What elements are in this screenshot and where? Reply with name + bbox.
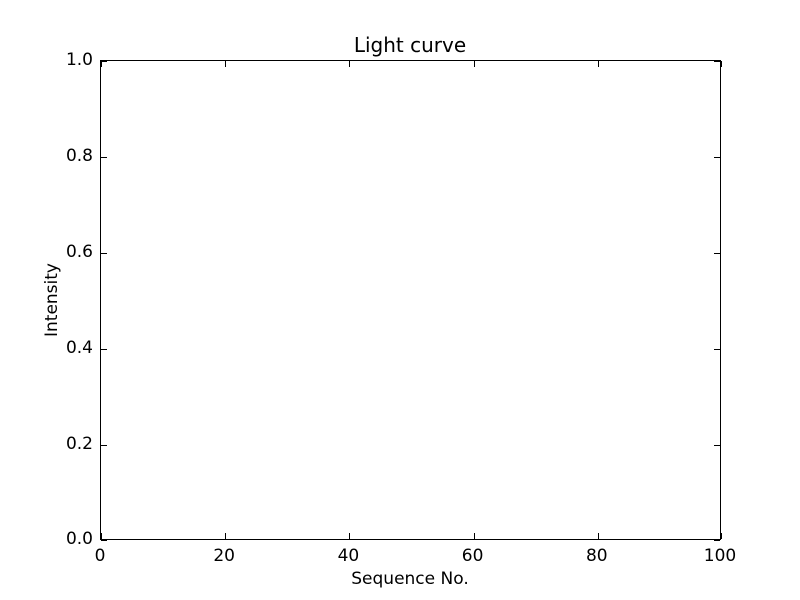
y-tick-label: 0.4 (65, 338, 93, 358)
y-tick-right (714, 61, 720, 62)
y-tick-right (714, 445, 720, 446)
y-tick-right (714, 540, 720, 541)
y-tick-left (101, 445, 107, 446)
y-tick-left (101, 157, 107, 158)
x-axis-label: Sequence No. (351, 569, 469, 589)
y-axis-label: Intensity (42, 263, 62, 337)
x-tick-top (473, 61, 475, 67)
y-tick-left (101, 253, 107, 254)
x-tick-label: 20 (213, 546, 236, 566)
x-tick-bottom (225, 533, 227, 539)
y-tick-label: 0.0 (65, 529, 93, 549)
y-tick-left (101, 349, 107, 350)
x-tick-bottom (721, 533, 722, 539)
x-tick-top (597, 61, 599, 67)
y-tick-right (714, 253, 720, 254)
x-tick-label: 60 (461, 546, 484, 566)
y-tick-label: 0.2 (65, 434, 93, 454)
x-tick-bottom (349, 533, 351, 539)
y-tick-label: 0.8 (65, 146, 93, 166)
y-tick-right (714, 157, 720, 158)
x-tick-top (721, 61, 722, 67)
x-tick-label: 40 (337, 546, 360, 566)
y-tick-label: 0.6 (65, 242, 93, 262)
chart-title: Light curve (353, 33, 467, 57)
y-tick-left (101, 540, 107, 541)
x-tick-label: 80 (585, 546, 608, 566)
x-tick-top (349, 61, 351, 67)
y-tick-label: 1.0 (65, 50, 93, 70)
plot-area (100, 60, 722, 541)
x-tick-label: 0 (94, 546, 106, 566)
x-tick-top (101, 61, 102, 67)
y-tick-left (101, 61, 107, 62)
x-tick-bottom (473, 533, 475, 539)
y-tick-right (714, 349, 720, 350)
x-tick-top (225, 61, 227, 67)
x-tick-label: 100 (703, 546, 737, 566)
x-tick-bottom (597, 533, 599, 539)
x-tick-bottom (101, 533, 102, 539)
